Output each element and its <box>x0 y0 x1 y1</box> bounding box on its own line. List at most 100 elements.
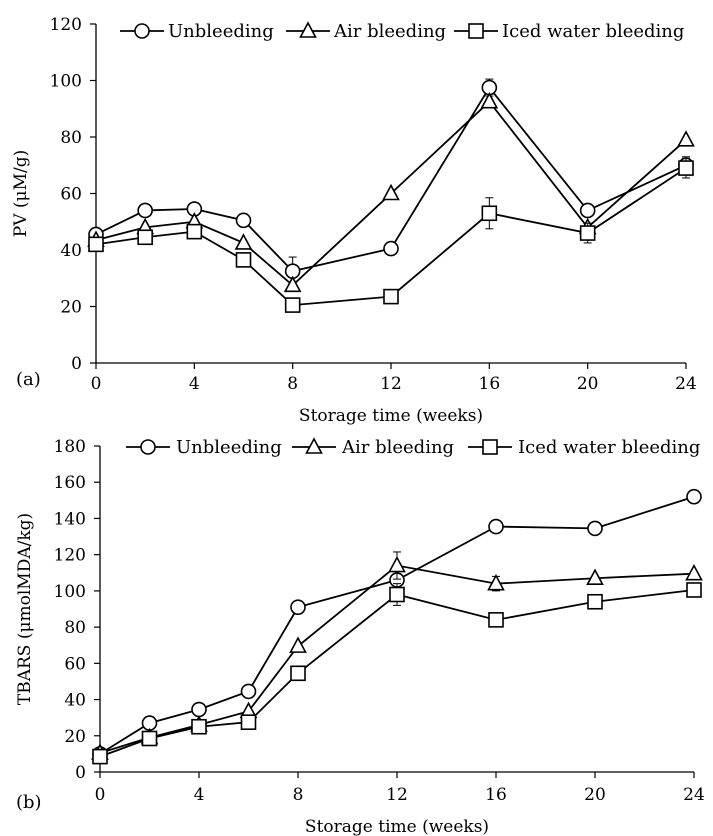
y-tick-label: 140 <box>54 509 86 529</box>
panel-label: (b) <box>16 792 42 813</box>
data-point <box>191 701 207 718</box>
data-point <box>481 205 498 222</box>
legend-marker <box>482 439 498 455</box>
series-1 <box>91 551 703 760</box>
data-point <box>235 252 252 268</box>
y-tick-label: 100 <box>50 72 82 92</box>
x-tick-label: 0 <box>95 785 106 805</box>
y-axis-title: TBARS (μmolMDA/kg) <box>15 513 35 705</box>
x-tick-label: 24 <box>675 374 697 394</box>
data-point <box>389 586 405 603</box>
data-point <box>284 297 301 313</box>
y-tick-label: 160 <box>54 473 86 493</box>
series-2 <box>88 157 694 313</box>
data-point <box>88 236 104 253</box>
x-tick-label: 20 <box>577 374 599 394</box>
legend-marker <box>299 21 317 38</box>
panel-label: (a) <box>16 369 41 390</box>
data-point <box>487 573 505 591</box>
x-tick-label: 8 <box>287 374 298 394</box>
legend-marker <box>305 437 323 454</box>
x-tick-label: 20 <box>584 785 606 805</box>
data-point <box>480 91 499 109</box>
x-tick-label: 0 <box>91 374 102 394</box>
data-point <box>234 233 253 250</box>
y-tick-label: 80 <box>60 128 82 148</box>
x-axis-title: Storage time (weeks) <box>305 817 489 836</box>
legend: Unbleeding Air bleeding Iced water bleedin… <box>120 21 684 42</box>
legend-label: Iced water bleeding <box>518 437 700 458</box>
y-axis-title: PV (μM/g) <box>11 150 31 237</box>
x-tick-label: 12 <box>380 374 402 394</box>
x-tick-label: 12 <box>386 785 408 805</box>
y-tick-label: 120 <box>50 15 82 35</box>
data-point <box>283 275 302 293</box>
data-point <box>686 488 702 505</box>
series-line <box>99 495 695 755</box>
data-point <box>587 593 603 610</box>
y-tick-label: 60 <box>64 654 86 674</box>
legend-marker <box>134 23 150 39</box>
data-point <box>289 636 307 653</box>
legend-label: Unbleeding <box>176 437 282 458</box>
data-point <box>240 683 257 700</box>
data-point <box>586 568 604 586</box>
legend-marker <box>140 439 156 455</box>
data-point <box>383 240 399 257</box>
data-point <box>678 160 694 176</box>
legend-label: Iced water bleeding <box>502 21 684 42</box>
y-tick-label: 0 <box>71 354 82 374</box>
y-tick-label: 180 <box>54 437 86 457</box>
data-point <box>488 612 504 628</box>
x-tick-label: 4 <box>194 785 205 805</box>
y-tick-label: 0 <box>75 763 86 783</box>
series-line <box>99 589 695 758</box>
data-point <box>240 714 257 730</box>
data-point <box>686 582 702 598</box>
x-tick-label: 24 <box>683 785 705 805</box>
legend: Unbleeding Air bleeding Iced water bleedin… <box>126 437 700 458</box>
chart-panel-b: 0 20 40 60 80 100 120 140 160 180 0 4 8 12 16 20 24 Stora… <box>15 437 705 836</box>
data-point <box>186 223 203 240</box>
legend-label: Air bleeding <box>341 437 454 458</box>
data-point <box>685 563 703 581</box>
data-point <box>382 183 400 201</box>
y-tick-label: 100 <box>54 582 86 602</box>
legend-label: Unbleeding <box>168 21 274 42</box>
y-tick-label: 20 <box>64 727 86 747</box>
y-tick-label: 60 <box>60 185 82 205</box>
y-tick-label: 120 <box>54 546 86 566</box>
y-tick-label: 20 <box>60 298 82 318</box>
legend-marker <box>468 23 484 39</box>
y-tick-label: 40 <box>64 691 86 711</box>
data-point <box>488 518 504 535</box>
x-axis-title: Storage time (weeks) <box>299 406 483 426</box>
x-tick-label: 4 <box>189 374 200 394</box>
data-point <box>383 288 399 305</box>
data-point <box>141 730 158 747</box>
legend-label: Air bleeding <box>333 21 446 42</box>
data-point <box>290 665 306 682</box>
data-point <box>92 748 108 765</box>
x-tick-label: 16 <box>479 374 501 394</box>
data-point <box>191 718 207 735</box>
data-point <box>137 202 153 219</box>
data-point <box>388 555 406 573</box>
series-2 <box>92 582 702 765</box>
y-tick-label: 80 <box>64 618 86 638</box>
data-point <box>579 202 596 219</box>
chart-panel-a: 0 20 40 60 80 100 120 0 4 8 12 16 20 24 Storage time (… <box>11 15 697 426</box>
data-point <box>579 225 596 241</box>
data-point <box>290 599 306 615</box>
series-0 <box>88 78 694 286</box>
x-tick-label: 16 <box>485 785 507 805</box>
data-point <box>677 130 695 147</box>
data-point <box>235 212 252 229</box>
y-tick-label: 40 <box>60 241 82 261</box>
series-0 <box>92 488 702 762</box>
series-1 <box>87 91 695 293</box>
data-point <box>587 520 603 537</box>
x-tick-label: 8 <box>293 785 304 805</box>
data-point <box>137 229 153 246</box>
